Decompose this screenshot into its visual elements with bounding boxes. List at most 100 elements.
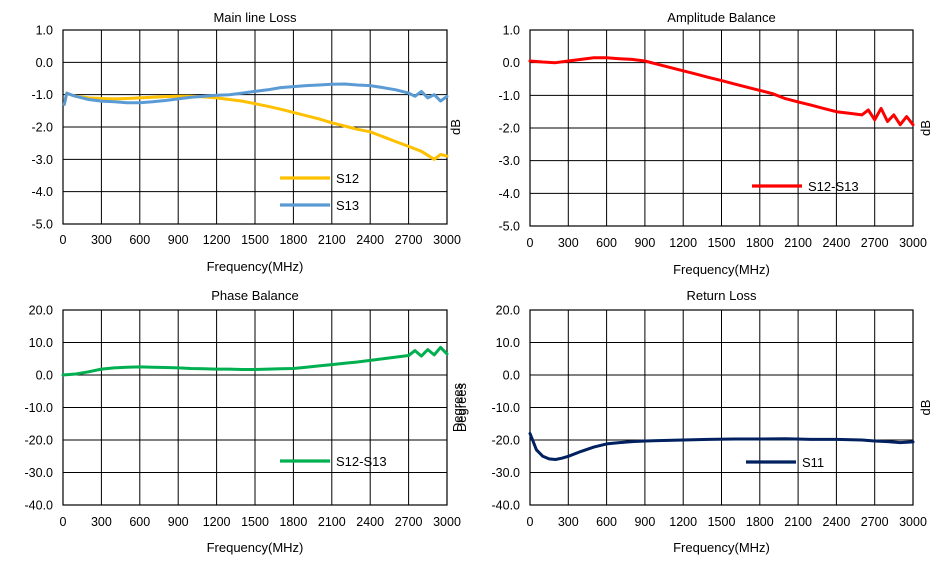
phase-balance-x-tick-label: 900 <box>168 515 189 529</box>
amplitude-balance-series-s12-s13 <box>528 56 915 127</box>
amplitude-balance-y-tick-label: 1.0 <box>503 24 520 38</box>
phase-balance-series-s12-s13 <box>61 345 449 377</box>
return-loss-plot-area <box>529 309 914 506</box>
main-line-loss-x-tick-label: 1500 <box>241 233 269 247</box>
phase-balance-y-tick-label: -20.0 <box>25 434 54 448</box>
main-line-loss-right-axis-label: dB <box>448 119 463 135</box>
amplitude-balance-x-tick-label: 0 <box>527 236 534 250</box>
amplitude-balance-y-tick-label: -5.0 <box>498 220 520 234</box>
phase-balance-y-tick-label: -10.0 <box>25 401 54 415</box>
main-line-loss-y-tick-label: 0.0 <box>36 56 53 70</box>
amplitude-balance-y-tick-label: -2.0 <box>498 122 520 136</box>
main-line-loss-y-tick-label: -3.0 <box>31 153 53 167</box>
phase-balance-y-tick-label: 10.0 <box>29 336 53 350</box>
return-loss-x-tick-label: 900 <box>634 515 655 529</box>
phase-balance-x-tick-label: 1800 <box>279 515 307 529</box>
amplitude-balance-x-tick-label: 300 <box>558 236 579 250</box>
phase-balance-x-tick-label: 0 <box>60 515 67 529</box>
phase-balance-x-tick-label: 2700 <box>395 515 423 529</box>
main-line-loss-x-tick-label: 600 <box>129 233 150 247</box>
main-line-loss-x-tick-label: 2100 <box>318 233 346 247</box>
phase-balance-title: Phase Balance <box>211 288 298 303</box>
return-loss-right-axis-label: dB <box>918 400 933 416</box>
main-line-loss-title: Main line Loss <box>213 10 297 25</box>
return-loss-y-tick-label: 20.0 <box>496 304 520 318</box>
amplitude-balance-plot-area <box>529 29 914 227</box>
main-line-loss-x-tick-label: 1800 <box>279 233 307 247</box>
phase-balance-y-tick-label: 20.0 <box>29 304 53 318</box>
main-line-loss-x-axis-label: Frequency(MHz) <box>207 259 304 274</box>
phase-balance-x-tick-label: 2100 <box>318 515 346 529</box>
phase-balance-chart: Phase Balance 0 300 600 900 1200 1500 1800 2100 2… <box>25 288 466 555</box>
return-loss-title: Return Loss <box>686 288 757 303</box>
main-line-loss-x-tick-label: 1200 <box>203 233 231 247</box>
phase-balance-x-tick-label: 300 <box>91 515 112 529</box>
phase-balance-legend-label: S12-S13 <box>336 454 387 469</box>
return-loss-y-tick-label: 0.0 <box>503 369 520 383</box>
return-loss-chart: Return Loss 0 300 600 900 1200 1500 1800 2100 240… <box>454 288 933 555</box>
return-loss-x-tick-label: 1500 <box>708 515 736 529</box>
phase-balance-x-tick-label: 600 <box>129 515 150 529</box>
amplitude-balance-x-tick-label: 2400 <box>822 236 850 250</box>
return-loss-x-axis-label: Frequency(MHz) <box>673 540 770 555</box>
return-loss-series-s11 <box>528 432 915 461</box>
phase-balance-y-tick-label: -40.0 <box>25 499 54 513</box>
main-line-loss-y-tick-label: -2.0 <box>31 121 53 135</box>
return-loss-y-tick-label: -20.0 <box>492 434 521 448</box>
return-loss-y-tick-label: -40.0 <box>492 499 521 513</box>
amplitude-balance-y-tick-label: 0.0 <box>503 56 520 70</box>
amplitude-balance-x-tick-label: 1800 <box>746 236 774 250</box>
amplitude-balance-x-tick-label: 900 <box>634 236 655 250</box>
main-line-loss-x-tick-label: 2400 <box>356 233 384 247</box>
return-loss-x-tick-label: 3000 <box>899 515 927 529</box>
phase-balance-y-tick-label: 0.0 <box>36 369 53 383</box>
phase-balance-x-axis-label: Frequency(MHz) <box>207 540 304 555</box>
return-loss-x-tick-label: 600 <box>596 515 617 529</box>
amplitude-balance-x-axis-label: Frequency(MHz) <box>673 262 770 277</box>
main-line-loss-y-tick-label: -5.0 <box>31 218 53 232</box>
phase-balance-x-tick-label: 3000 <box>433 515 461 529</box>
main-line-loss-x-tick-label: 2700 <box>395 233 423 247</box>
amplitude-balance-y-tick-label: -4.0 <box>498 187 520 201</box>
phase-balance-x-tick-label: 1200 <box>203 515 231 529</box>
main-line-loss-legend-label: S12 <box>336 171 359 186</box>
amplitude-balance-legend-label: S12-S13 <box>808 179 859 194</box>
return-loss-x-tick-label: 0 <box>527 515 534 529</box>
main-line-loss-legend-label: S13 <box>336 198 359 213</box>
return-loss-y-tick-label: -10.0 <box>492 401 521 415</box>
main-line-loss-x-tick-label: 900 <box>168 233 189 247</box>
amplitude-balance-x-tick-label: 2100 <box>784 236 812 250</box>
main-line-loss-y-tick-label: -1.0 <box>31 88 53 102</box>
phase-balance-x-tick-label: 1500 <box>241 515 269 529</box>
return-loss-x-tick-label: 1200 <box>669 515 697 529</box>
main-line-loss-x-tick-label: 0 <box>60 233 67 247</box>
amplitude-balance-x-tick-label: 3000 <box>899 236 927 250</box>
return-loss-x-tick-label: 1800 <box>746 515 774 529</box>
return-loss-y-tick-label: 10.0 <box>496 336 520 350</box>
amplitude-balance-x-tick-label: 600 <box>596 236 617 250</box>
phase-balance-plot-area <box>62 309 448 506</box>
phase-balance-x-tick-label: 2400 <box>356 515 384 529</box>
return-loss-x-tick-label: 300 <box>558 515 579 529</box>
amplitude-balance-y-tick-label: -3.0 <box>498 154 520 168</box>
main-line-loss-y-tick-label: -4.0 <box>31 185 53 199</box>
return-loss-x-tick-label: 2100 <box>784 515 812 529</box>
main-line-loss-series-s13 <box>62 82 449 106</box>
main-line-loss-chart: Main line Loss 0 300 600 900 1200 1500 1800 2100… <box>31 10 463 274</box>
amplitude-balance-y-tick-label: -1.0 <box>498 89 520 103</box>
amplitude-balance-right-axis-label: dB <box>918 120 933 136</box>
return-loss-y-tick-label: -30.0 <box>492 466 521 480</box>
amplitude-balance-x-tick-label: 2700 <box>861 236 889 250</box>
main-line-loss-series-s12 <box>62 91 449 161</box>
main-line-loss-x-tick-label: 3000 <box>433 233 461 247</box>
phase-balance-right-axis-label: Degrees <box>450 382 465 432</box>
amplitude-balance-x-tick-label: 1500 <box>708 236 736 250</box>
return-loss-x-tick-label: 2400 <box>822 515 850 529</box>
main-line-loss-x-tick-label: 300 <box>91 233 112 247</box>
main-line-loss-y-tick-label: 1.0 <box>36 24 53 38</box>
return-loss-legend-label: S11 <box>802 455 824 470</box>
return-loss-left-axis-label: Degrees <box>454 382 469 432</box>
phase-balance-y-tick-label: -30.0 <box>25 466 54 480</box>
amplitude-balance-x-tick-label: 1200 <box>669 236 697 250</box>
